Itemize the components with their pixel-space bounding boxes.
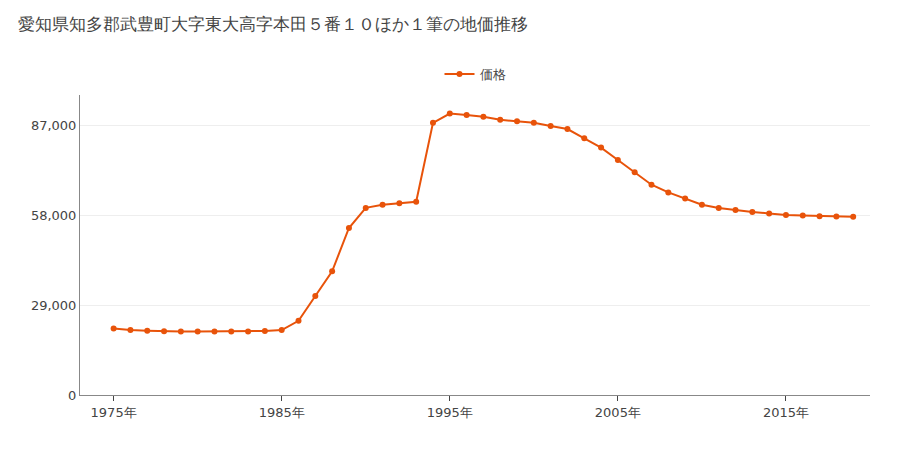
svg-text:1995年: 1995年 (427, 405, 473, 420)
svg-text:87,000: 87,000 (31, 118, 77, 133)
svg-text:愛知県知多郡武豊町大字東大高字本田５番１０ほか１筆の地価推移: 愛知県知多郡武豊町大字東大高字本田５番１０ほか１筆の地価推移 (18, 14, 528, 34)
svg-text:1985年: 1985年 (259, 405, 305, 420)
svg-text:2015年: 2015年 (763, 405, 809, 420)
svg-text:0: 0 (68, 388, 76, 403)
svg-text:2005年: 2005年 (595, 405, 641, 420)
svg-text:1975年: 1975年 (91, 405, 137, 420)
svg-text:価格: 価格 (480, 67, 506, 82)
svg-text:29,000: 29,000 (31, 298, 77, 313)
svg-text:58,000: 58,000 (31, 208, 77, 223)
